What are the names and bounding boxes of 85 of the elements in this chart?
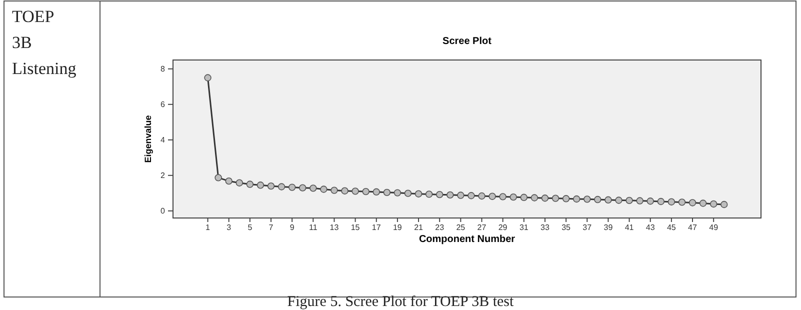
x-tick-label: 3 xyxy=(226,223,232,232)
x-tick-label: 13 xyxy=(330,223,340,232)
point xyxy=(478,192,486,200)
text: TOEP 3B Listening xyxy=(12,7,77,78)
point xyxy=(320,186,328,193)
point xyxy=(372,188,380,196)
x-tick-label: 45 xyxy=(666,223,676,232)
point xyxy=(584,196,591,203)
point xyxy=(562,195,570,202)
point xyxy=(225,177,232,185)
point xyxy=(299,184,306,192)
point xyxy=(499,193,506,200)
point xyxy=(646,198,654,205)
point xyxy=(236,179,243,186)
x-tick-label: 27 xyxy=(477,223,487,232)
point xyxy=(488,192,496,200)
point xyxy=(436,190,444,198)
point xyxy=(604,196,612,204)
x-tick-label: 23 xyxy=(435,223,445,232)
point xyxy=(246,180,254,188)
x-tick-label: 1 xyxy=(206,223,211,232)
point xyxy=(541,194,549,202)
x-tick-label: 39 xyxy=(604,223,614,232)
caption: Figure 5. Scree Plot for TOEP 3B test xyxy=(287,294,515,310)
x-tick-label: 7 xyxy=(268,223,274,232)
point xyxy=(636,197,644,204)
point xyxy=(288,184,296,191)
point xyxy=(457,192,464,199)
point xyxy=(552,194,560,202)
point xyxy=(404,190,412,197)
y-axis-title: Eigenvalue xyxy=(143,115,153,163)
x-tick-label: 49 xyxy=(709,223,719,232)
x-tick-label: 47 xyxy=(688,223,698,232)
y-tick-label: 8 xyxy=(160,64,166,74)
point xyxy=(688,199,696,206)
point xyxy=(468,192,475,200)
point xyxy=(510,193,517,201)
x-tick-label: 41 xyxy=(624,223,634,232)
x-tick-label: 11 xyxy=(308,223,318,232)
x-tick-label: 15 xyxy=(350,223,360,232)
point xyxy=(594,196,602,204)
point xyxy=(267,182,275,190)
point xyxy=(720,200,728,208)
point xyxy=(383,188,391,196)
point xyxy=(657,198,664,206)
chart-title: Scree Plot xyxy=(442,36,492,47)
point xyxy=(394,189,402,196)
x-tick-label: 35 xyxy=(562,223,572,232)
x-tick-label: 29 xyxy=(498,223,508,232)
point xyxy=(520,194,528,202)
y-tick-label: 2 xyxy=(160,171,166,180)
x-axis-title: Component Number xyxy=(418,234,516,245)
x-tick-label: 33 xyxy=(540,223,550,232)
point xyxy=(699,200,707,207)
point xyxy=(310,184,317,192)
point xyxy=(446,191,454,199)
point xyxy=(341,187,348,194)
point xyxy=(615,196,622,204)
point xyxy=(214,174,222,182)
x-tick-label: 25 xyxy=(456,223,466,232)
point xyxy=(626,196,633,204)
point xyxy=(204,74,212,82)
point xyxy=(362,188,370,196)
x-tick-label: 37 xyxy=(582,223,592,232)
x-tick-label: 19 xyxy=(393,223,402,232)
point xyxy=(678,198,686,206)
point xyxy=(414,190,422,198)
point xyxy=(278,183,286,190)
y-tick-label: 4 xyxy=(160,136,166,145)
point xyxy=(256,182,264,189)
point xyxy=(572,195,580,203)
x-tick-label: 5 xyxy=(248,223,253,232)
x-tick-label: 43 xyxy=(646,223,656,232)
point xyxy=(710,200,718,208)
x-tick-label: 9 xyxy=(290,223,295,232)
point xyxy=(668,198,676,206)
y-tick-label: 0 xyxy=(160,206,166,216)
point xyxy=(352,188,359,195)
point xyxy=(425,190,433,198)
x-tick-label: 21 xyxy=(414,223,424,232)
point xyxy=(330,186,338,194)
x-tick-label: 31 xyxy=(519,223,529,232)
x-tick-label: 17 xyxy=(372,223,382,232)
point xyxy=(530,194,538,202)
y-tick-label: 6 xyxy=(160,100,166,110)
